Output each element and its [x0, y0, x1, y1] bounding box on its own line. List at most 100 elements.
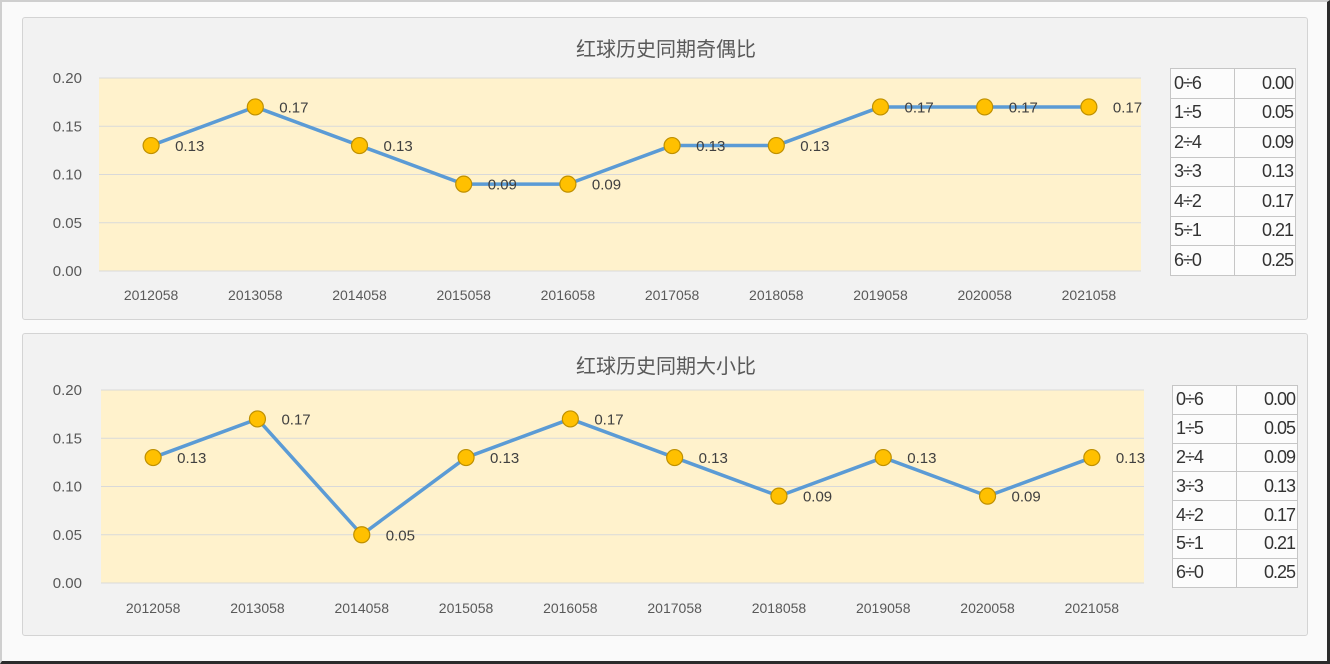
- x-tick-label: 2014058: [332, 287, 387, 303]
- ratio-value-cell: 0.17: [1236, 500, 1298, 530]
- ratio-table-row: 5÷1 0.21: [1172, 528, 1298, 559]
- x-tick-label: 2018058: [749, 287, 804, 303]
- data-label: 0.17: [594, 411, 623, 428]
- data-point: [976, 98, 994, 116]
- x-tick-label: 2012058: [124, 287, 179, 303]
- ratio-cell: 6÷0: [1172, 557, 1237, 588]
- ratio-table-row: 4÷2 0.17: [1172, 500, 1298, 530]
- ratio-value-cell: 0.09: [1234, 127, 1296, 158]
- line-chart-odd-even: 0.00 0.05 0.10 0.15 0.20 2012058 2013058 201405…: [53, 70, 1142, 303]
- data-label: 0.17: [281, 411, 310, 428]
- y-tick-label: 0.15: [53, 118, 82, 135]
- ratio-cell: 2÷4: [1170, 127, 1235, 158]
- x-tick-label: 2013058: [230, 600, 285, 616]
- data-label: 0.09: [1012, 489, 1041, 506]
- ratio-value-cell: 0.25: [1236, 557, 1298, 588]
- chart-title: 红球历史同期大小比: [576, 354, 756, 378]
- x-tick-label: 2015058: [436, 287, 491, 303]
- ratio-cell: 0÷6: [1170, 68, 1235, 99]
- data-label: 0.13: [177, 450, 206, 467]
- data-label: 0.13: [696, 138, 725, 155]
- data-label: 0.13: [800, 138, 829, 155]
- data-label: 0.17: [905, 99, 934, 116]
- x-tick-label: 2017058: [647, 600, 702, 616]
- x-tick-label: 2020058: [957, 287, 1012, 303]
- data-label: 0.13: [1116, 450, 1145, 467]
- data-label: 0.09: [803, 489, 832, 506]
- data-label: 0.17: [1009, 99, 1038, 116]
- ratio-table-row: 5÷1 0.21: [1170, 215, 1296, 246]
- data-point: [457, 448, 475, 467]
- ratio-value-cell: 0.13: [1236, 471, 1298, 502]
- chart-panel-big-small: 0.00 0.05 0.10 0.15 0.20 2012058 2013058 201405…: [22, 333, 1308, 636]
- y-tick-label: 0.20: [53, 382, 82, 399]
- ratio-value-cell: 0.00: [1236, 385, 1298, 415]
- data-point: [770, 487, 788, 505]
- x-tick-label: 2013058: [228, 287, 283, 303]
- ratio-table-row: 0÷6 0.00: [1172, 385, 1298, 415]
- data-point: [353, 526, 371, 544]
- ratio-table: 0÷6 0.00 1÷5 0.05 2÷4 0.09 3÷3 0.13 4÷2 0.17 5÷1 0.…: [1172, 385, 1298, 588]
- ratio-table-row: 2÷4 0.09: [1170, 127, 1296, 158]
- ratio-value-cell: 0.09: [1236, 442, 1298, 473]
- ratio-cell: 6÷0: [1170, 245, 1235, 276]
- data-point: [142, 136, 160, 155]
- ratio-table-row: 1÷5 0.05: [1172, 413, 1298, 444]
- ratio-table-row: 2÷4 0.09: [1172, 442, 1298, 473]
- x-tick-label: 2012058: [126, 600, 181, 616]
- data-label: 0.13: [175, 138, 204, 155]
- ratio-cell: 3÷3: [1170, 156, 1235, 187]
- y-tick-label: 0.05: [53, 215, 82, 232]
- data-label: 0.09: [488, 177, 517, 194]
- data-label: 0.13: [384, 138, 413, 155]
- data-label: 0.09: [592, 177, 621, 194]
- x-tick-label: 2019058: [856, 600, 911, 616]
- data-point: [559, 175, 577, 193]
- data-point: [874, 448, 892, 467]
- ratio-cell: 1÷5: [1170, 97, 1235, 128]
- x-tick-label: 2017058: [645, 287, 700, 303]
- ratio-value-cell: 0.13: [1234, 156, 1296, 187]
- ratio-cell: 5÷1: [1172, 528, 1237, 559]
- ratio-cell: 3÷3: [1172, 471, 1237, 502]
- data-label: 0.13: [907, 450, 936, 467]
- x-tick-label: 2016058: [543, 600, 598, 616]
- data-point: [978, 487, 997, 505]
- ratio-value-cell: 0.21: [1236, 528, 1298, 559]
- y-tick-label: 0.15: [53, 430, 82, 447]
- y-tick-label: 0.00: [53, 263, 82, 280]
- y-tick-label: 0.05: [53, 527, 82, 544]
- data-point: [767, 136, 785, 155]
- ratio-table-row: 0÷6 0.00: [1170, 68, 1296, 99]
- y-tick-label: 0.10: [53, 479, 82, 496]
- series-line: [150, 105, 1089, 186]
- ratio-value-cell: 0.21: [1234, 215, 1296, 246]
- x-tick-label: 2019058: [853, 287, 908, 303]
- data-point: [350, 136, 369, 155]
- series-line: [152, 417, 1093, 537]
- x-tick-label: 2016058: [541, 287, 596, 303]
- ratio-table-row: 4÷2 0.17: [1170, 186, 1296, 217]
- line-chart-big-small: 0.00 0.05 0.10 0.15 0.20 2012058 2013058 201405…: [53, 382, 1145, 616]
- ratio-value-cell: 0.17: [1234, 186, 1296, 217]
- ratio-value-cell: 0.05: [1234, 97, 1296, 128]
- ratio-cell: 2÷4: [1172, 442, 1237, 473]
- data-label: 0.17: [279, 99, 308, 116]
- data-point: [1080, 98, 1098, 116]
- chart-title: 红球历史同期奇偶比: [576, 37, 756, 61]
- data-label: 0.13: [490, 450, 519, 467]
- data-point: [246, 98, 264, 116]
- ratio-table-row: 3÷3 0.13: [1170, 156, 1296, 187]
- x-tick-label: 2015058: [439, 600, 494, 616]
- data-point: [248, 410, 267, 428]
- x-tick-label: 2021058: [1062, 287, 1117, 303]
- ratio-value-cell: 0.25: [1234, 245, 1296, 276]
- x-tick-label: 2014058: [334, 600, 389, 616]
- ratio-cell: 4÷2: [1172, 500, 1237, 530]
- ratio-table-row: 6÷0 0.25: [1170, 245, 1296, 276]
- ratio-cell: 5÷1: [1170, 215, 1235, 246]
- ratio-table-row: 1÷5 0.05: [1170, 97, 1296, 128]
- ratio-cell: 1÷5: [1172, 413, 1237, 444]
- x-tick-label: 2021058: [1065, 600, 1120, 616]
- data-point: [871, 98, 890, 116]
